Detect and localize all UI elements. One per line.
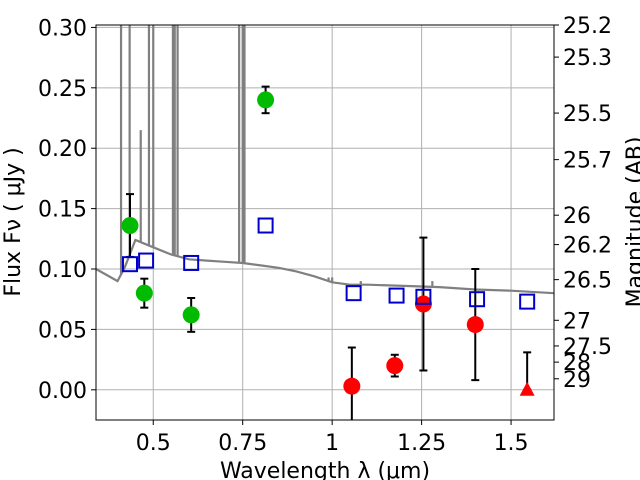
blue-square-point (183, 254, 200, 271)
y-tick-label: 0.00 (38, 379, 87, 404)
y-axis-ticks: 0.00 0.05 0.10 0.15 0.20 0.25 0.30 (38, 16, 96, 404)
y-tick-label: 0.30 (38, 16, 87, 41)
y-tick-label: 0.15 (38, 198, 87, 223)
right-tick-label: 27 (563, 309, 591, 334)
green-point (257, 91, 275, 109)
plot-background (96, 25, 554, 420)
data-markers (121, 91, 536, 396)
blue-square-point (469, 291, 486, 308)
right-tick-label: 26.2 (563, 234, 612, 259)
right-tick-label: 28 (563, 351, 591, 376)
red-point (386, 357, 404, 375)
x-tick-label: 1 (325, 431, 339, 456)
y-tick-label: 0.10 (38, 258, 87, 283)
right-tick-label: 25.2 (563, 14, 612, 39)
red-point (466, 316, 484, 334)
x-axis-ticks: 0.5 0.75 1 1.25 1.5 (136, 420, 529, 456)
x-tick-label: 1.5 (494, 431, 529, 456)
right-tick-label: 27.5 (563, 335, 612, 360)
red-point (343, 377, 361, 395)
plot-frame (95, 24, 555, 421)
model-spectrum (95, 25, 555, 295)
blue-square-point (257, 217, 274, 234)
green-point (121, 217, 139, 235)
x-axis-label: Wavelength λ (μm) (220, 459, 430, 480)
right-tick-label: 25.3 (563, 46, 612, 71)
blue-square-point (345, 285, 362, 302)
right-tick-label: 25.7 (563, 149, 612, 174)
x-tick-label: 1.25 (397, 431, 446, 456)
green-point (182, 306, 200, 324)
green-point (135, 284, 153, 302)
right-axis-label: Magnitude (AB) (623, 137, 640, 308)
right-tick-label: 25.5 (563, 102, 612, 127)
red-triangle-point (519, 381, 535, 396)
y-tick-label: 0.05 (38, 318, 87, 343)
y-tick-label: 0.25 (38, 77, 87, 102)
model-continuum (95, 238, 555, 295)
x-tick-label: 0.5 (136, 431, 171, 456)
y-tick-label: 0.20 (38, 137, 87, 162)
y-axis-label: Flux Fν ( μJy ) (1, 147, 26, 296)
blue-square-point (415, 288, 432, 305)
blue-square-point (121, 256, 138, 273)
error-bars (125, 85, 532, 420)
right-tick-label: 26.5 (563, 269, 612, 294)
right-tick-label: 26 (563, 204, 591, 229)
blue-square-point (388, 287, 405, 304)
right-tick-label: 29 (563, 368, 591, 393)
blue-square-point (519, 293, 536, 310)
x-tick-label: 0.75 (218, 431, 267, 456)
blue-square-point (138, 252, 155, 269)
